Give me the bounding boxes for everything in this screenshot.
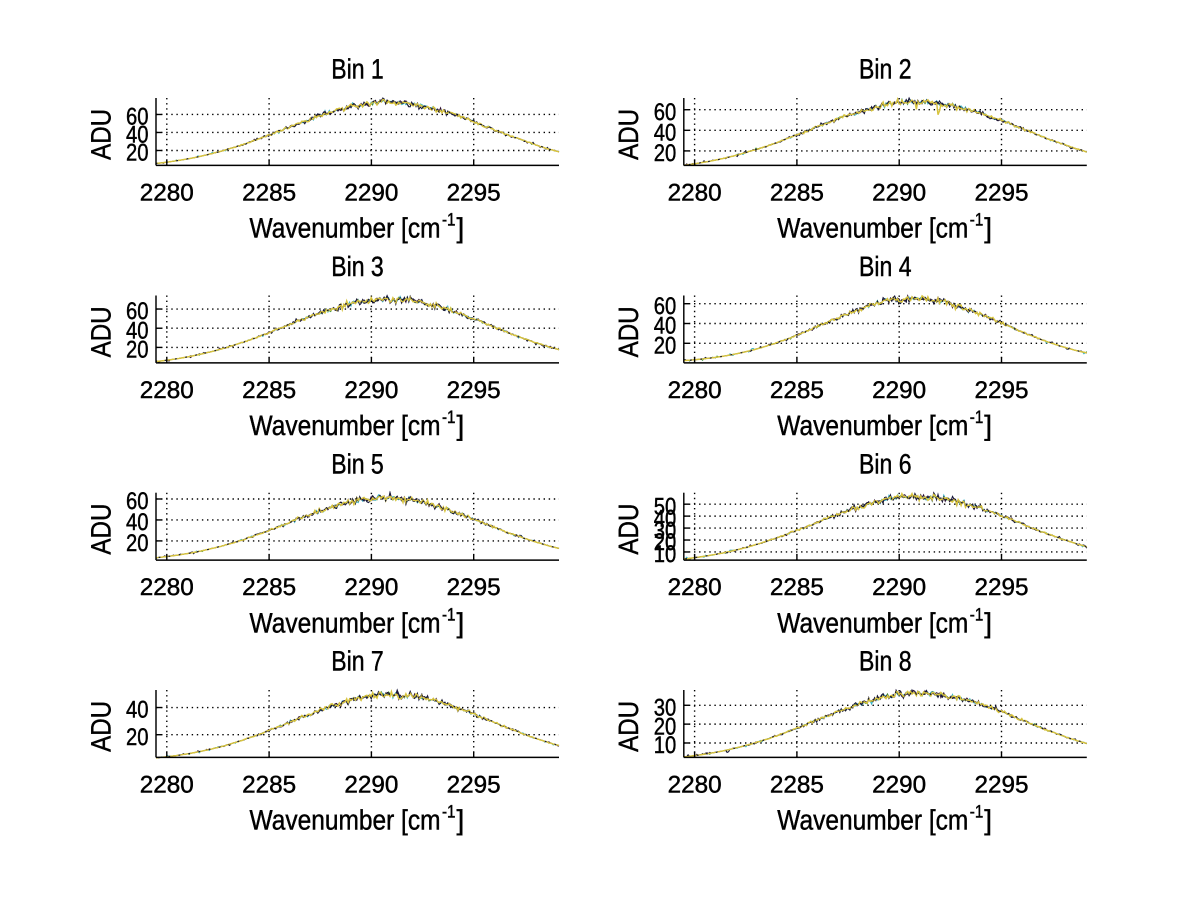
svg-text:Wavenumber [cm: Wavenumber [cm [777,805,968,836]
svg-text:-1: -1 [442,407,456,427]
svg-text:2295: 2295 [447,771,501,798]
svg-text:20: 20 [654,713,677,740]
svg-text:]: ] [984,213,992,244]
svg-text:2280: 2280 [668,377,722,404]
svg-text:2295: 2295 [447,574,501,601]
svg-text:2290: 2290 [872,377,926,404]
svg-text:2285: 2285 [242,771,296,798]
svg-text:40: 40 [654,313,677,340]
svg-text:ADU: ADU [85,701,116,752]
svg-text:60: 60 [126,298,149,325]
svg-text:Bin 1: Bin 1 [331,54,384,85]
svg-text:-1: -1 [970,802,984,822]
svg-text:20: 20 [654,333,677,360]
svg-text:Bin 8: Bin 8 [859,646,912,677]
svg-text:40: 40 [126,697,149,724]
svg-text:2280: 2280 [140,574,194,601]
svg-text:]: ] [457,213,465,244]
svg-text:2290: 2290 [344,771,398,798]
svg-text:Bin 5: Bin 5 [331,448,384,479]
svg-text:2280: 2280 [668,179,722,206]
svg-text:Wavenumber [cm: Wavenumber [cm [250,607,441,638]
svg-text:60: 60 [126,488,149,515]
svg-text:20: 20 [654,529,677,556]
svg-text:10: 10 [654,541,677,568]
svg-text:ADU: ADU [85,109,116,160]
svg-text:-1: -1 [442,802,456,822]
svg-text:10: 10 [654,732,677,759]
svg-text:Bin 6: Bin 6 [859,448,912,479]
svg-text:2280: 2280 [668,771,722,798]
svg-text:Bin 3: Bin 3 [331,251,384,282]
svg-text:60: 60 [126,104,149,131]
svg-text:ADU: ADU [613,109,644,160]
svg-text:-1: -1 [442,604,456,624]
svg-text:-1: -1 [442,210,456,230]
svg-text:2280: 2280 [140,771,194,798]
svg-text:20: 20 [126,724,149,751]
svg-text:2280: 2280 [668,574,722,601]
svg-text:2295: 2295 [447,179,501,206]
svg-text:2290: 2290 [344,179,398,206]
svg-text:20: 20 [126,337,149,364]
svg-text:2295: 2295 [975,377,1029,404]
svg-text:30: 30 [654,517,677,544]
svg-text:40: 40 [126,509,149,536]
svg-text:2290: 2290 [872,771,926,798]
svg-text:-1: -1 [970,407,984,427]
svg-text:Bin 7: Bin 7 [331,646,384,677]
svg-text:ADU: ADU [85,504,116,555]
svg-text:Wavenumber [cm: Wavenumber [cm [250,410,441,441]
svg-text:]: ] [457,607,465,638]
svg-text:]: ] [984,607,992,638]
svg-text:ADU: ADU [85,306,116,357]
svg-text:60: 60 [654,293,677,320]
svg-text:2285: 2285 [242,179,296,206]
svg-text:Wavenumber [cm: Wavenumber [cm [250,213,441,244]
svg-text:2290: 2290 [344,377,398,404]
svg-text:20: 20 [126,530,149,557]
svg-text:ADU: ADU [613,701,644,752]
svg-text:]: ] [984,410,992,441]
svg-text:Bin 4: Bin 4 [859,251,912,282]
svg-text:2285: 2285 [242,574,296,601]
svg-text:Wavenumber [cm: Wavenumber [cm [777,213,968,244]
svg-text:2295: 2295 [975,574,1029,601]
svg-text:60: 60 [654,99,677,126]
svg-text:2290: 2290 [344,574,398,601]
svg-text:-1: -1 [970,210,984,230]
svg-text:]: ] [457,805,465,836]
svg-text:2295: 2295 [975,179,1029,206]
svg-text:40: 40 [654,505,677,532]
svg-text:Bin 2: Bin 2 [859,54,912,85]
svg-text:2295: 2295 [447,377,501,404]
svg-text:2285: 2285 [770,377,824,404]
svg-text:40: 40 [126,317,149,344]
svg-text:20: 20 [126,140,149,167]
svg-text:ADU: ADU [613,306,644,357]
svg-text:]: ] [457,410,465,441]
svg-text:2290: 2290 [872,574,926,601]
svg-text:20: 20 [654,140,677,167]
svg-text:2285: 2285 [242,377,296,404]
svg-text:50: 50 [654,493,677,520]
svg-text:2290: 2290 [872,179,926,206]
svg-text:2295: 2295 [975,771,1029,798]
svg-text:2280: 2280 [140,377,194,404]
svg-text:Wavenumber [cm: Wavenumber [cm [250,805,441,836]
svg-text:2285: 2285 [770,574,824,601]
svg-text:Wavenumber [cm: Wavenumber [cm [777,410,968,441]
svg-text:-1: -1 [970,604,984,624]
svg-text:40: 40 [126,122,149,149]
svg-text:30: 30 [654,694,677,721]
svg-text:40: 40 [654,120,677,147]
svg-text:2285: 2285 [770,179,824,206]
svg-text:ADU: ADU [613,504,644,555]
svg-text:2280: 2280 [140,179,194,206]
svg-text:Wavenumber [cm: Wavenumber [cm [777,607,968,638]
svg-text:]: ] [984,805,992,836]
svg-text:2285: 2285 [770,771,824,798]
